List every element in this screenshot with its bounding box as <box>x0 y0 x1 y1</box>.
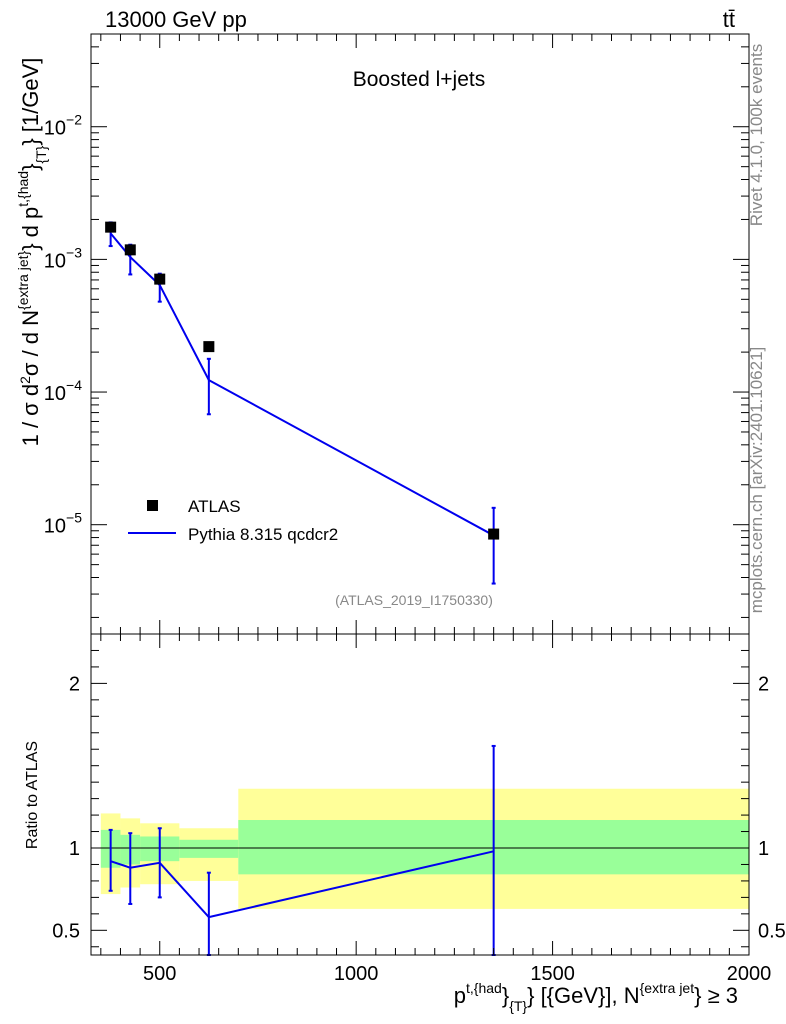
x-tick-label: 500 <box>143 963 176 985</box>
y-tick-label: 10−5 <box>44 510 82 538</box>
rivet-label: Rivet 4.1.0, 100k events <box>747 44 766 226</box>
ratio-plot-area <box>91 744 750 956</box>
data-point <box>154 273 166 285</box>
band-inner <box>179 839 239 858</box>
process-label: tt̄ <box>723 7 735 32</box>
legend: ATLAS Pythia 8.315 qcdcr2 <box>128 497 338 544</box>
legend-mc-label: Pythia 8.315 qcdcr2 <box>188 525 338 544</box>
x-tick-label: 2000 <box>727 963 772 985</box>
ratio-y-tick-label-right: 0.5 <box>758 920 786 942</box>
ratio-panel: 500 1000 1500 2000 0.5 0.5 1 1 2 2 Ratio to ATLAS <box>24 633 786 985</box>
data-point <box>105 221 117 233</box>
ratio-frame <box>90 633 750 956</box>
legend-data-marker <box>147 500 158 511</box>
ratio-y-tick-label: 0.5 <box>52 920 80 942</box>
y-tick-label: 10−3 <box>44 244 82 272</box>
x-axis-label: pt,{had}{T}} [{GeV}], N{extra jet} ≥ 3 <box>454 980 738 1014</box>
y-tick-label: 10−2 <box>44 112 82 140</box>
data-point <box>124 244 136 256</box>
main-plot-area <box>105 221 500 585</box>
y-tick-label: 10−4 <box>44 377 82 405</box>
main-panel: 10−5 10−4 10−3 10−2 Boosted l+jets (ATLAS_2… <box>15 33 750 635</box>
ratio-axes: 500 1000 1500 2000 0.5 0.5 1 1 2 2 <box>52 633 786 985</box>
ratio-y-tick-label-right: 1 <box>758 838 769 860</box>
legend-data-label: ATLAS <box>188 497 241 516</box>
ratio-y-tick-label-right: 2 <box>758 673 769 695</box>
energy-label: 13000 GeV pp <box>105 7 247 32</box>
x-tick-label: 1000 <box>334 963 379 985</box>
data-point <box>488 528 500 540</box>
ratio-ylabel: Ratio to ATLAS <box>24 741 41 849</box>
main-ylabel: 1 / σ d2σ / d N{extra jet}} d pt,{had}{T… <box>15 58 49 447</box>
main-title: Boosted l+jets <box>353 68 486 91</box>
mc-line <box>109 232 495 537</box>
main-axes: 10−5 10−4 10−3 10−2 <box>44 33 750 634</box>
data-point <box>203 341 215 353</box>
ratio-y-tick-label: 1 <box>69 838 80 860</box>
main-frame <box>90 33 750 635</box>
x-tick-label: 1500 <box>530 963 575 985</box>
ratio-y-tick-label: 2 <box>69 673 80 695</box>
analysis-label: (ATLAS_2019_I1750330) <box>335 592 493 608</box>
mcplots-label: mcplots.cern.ch [arXiv:2401.10621] <box>747 347 766 613</box>
